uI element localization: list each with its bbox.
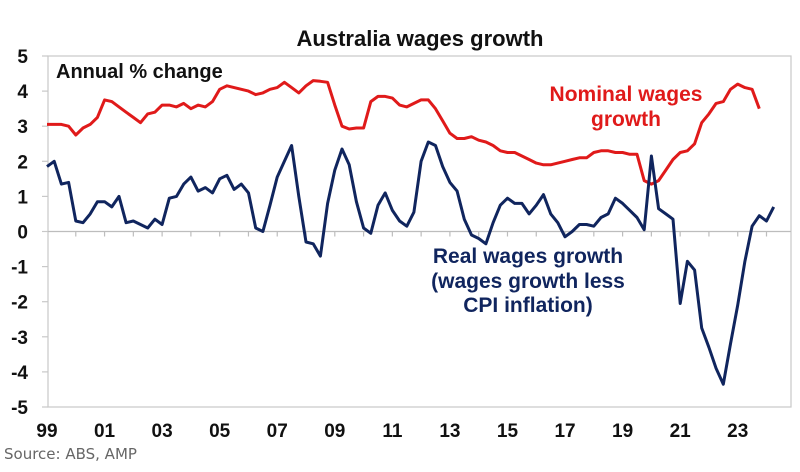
- y-axis: 5 4 3 2 1 0 -1 -2 -3 -4 -5: [11, 47, 48, 419]
- nominal-annotation-line2: growth: [591, 108, 661, 131]
- y-tick-label: -2: [11, 293, 28, 314]
- source-note: Source: ABS, AMP: [4, 445, 137, 463]
- x-tick-label: 11: [382, 421, 403, 442]
- x-tick-label: 21: [670, 421, 692, 442]
- x-tick-label: 15: [497, 421, 519, 442]
- y-tick-label: 5: [17, 47, 28, 68]
- y-axis-label: Annual % change: [56, 61, 223, 83]
- x-tick-label: 05: [209, 421, 231, 442]
- x-tick-label: 13: [439, 421, 460, 442]
- y-tick-label: 2: [17, 152, 28, 173]
- real-wages-line: [46, 140, 776, 386]
- y-tick-label: 4: [17, 82, 28, 103]
- chart-title: Australia wages growth: [297, 26, 544, 51]
- y-tick-label: 3: [17, 117, 28, 138]
- real-annotation-line2: (wages growth less: [431, 270, 625, 293]
- x-tick-label: 09: [324, 421, 345, 442]
- real-annotation-line3: CPI inflation): [463, 294, 593, 317]
- nominal-annotation-line1: Nominal wages: [550, 83, 703, 106]
- y-tick-label: 0: [17, 223, 28, 244]
- x-tick-label: 23: [727, 421, 748, 442]
- x-tick-label: 99: [36, 421, 57, 442]
- y-tick-label: -1: [11, 258, 28, 279]
- x-axis: 99 01 03 05 07 09 11 13 15 17 19 21 23: [36, 421, 748, 442]
- x-tick-label: 07: [267, 421, 288, 442]
- y-tick-label: 1: [17, 187, 28, 208]
- x-tick-label: 17: [554, 421, 575, 442]
- real-annotation-line1: Real wages growth: [433, 245, 623, 268]
- nominal-wages-line: [47, 79, 761, 186]
- y-tick-label: -3: [11, 328, 28, 349]
- y-tick-label: -4: [11, 363, 28, 384]
- x-tick-label: 03: [152, 421, 173, 442]
- x-tick-marks: [75, 231, 768, 237]
- x-tick-label: 01: [94, 421, 116, 442]
- y-tick-label: -5: [11, 398, 28, 419]
- x-tick-label: 19: [612, 421, 633, 442]
